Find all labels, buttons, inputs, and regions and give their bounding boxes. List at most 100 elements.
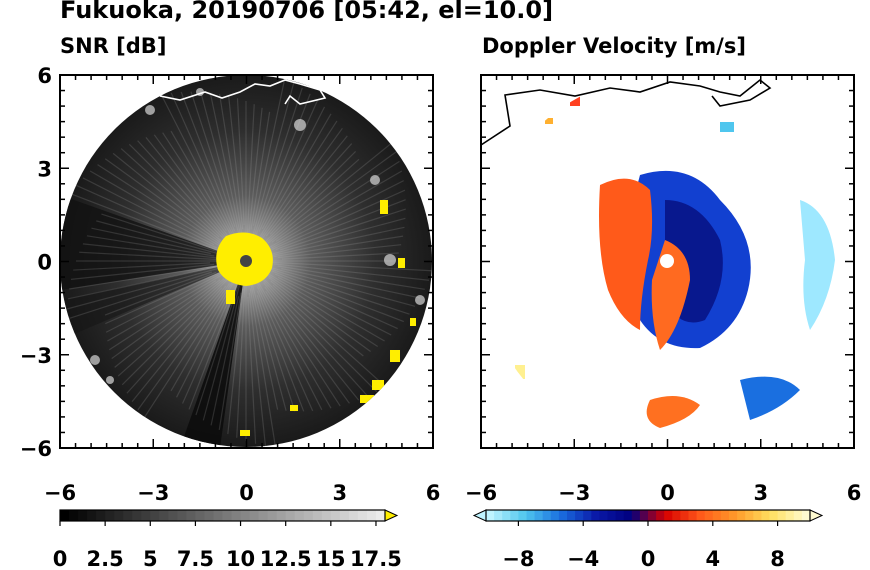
snr-texture [60, 76, 432, 447]
snr-colorbar-tick-label: 7.5 [177, 547, 214, 570]
snr-colorbar-segment [366, 510, 377, 521]
snr-colorbar-segment [339, 510, 350, 521]
velocity-field [515, 96, 835, 428]
velocity-colorbar-segment [510, 510, 519, 521]
snr-colorbar-tick-label: 2.5 [87, 547, 124, 570]
snr-colorbar-segment [159, 510, 169, 521]
snr-colorbar-segment [204, 510, 214, 521]
velocity-colorbar-segment [720, 510, 730, 521]
snr-colorbar-segment [240, 510, 251, 521]
velocity-coastline [480, 78, 772, 146]
velocity-colorbar-segment [753, 510, 762, 521]
velocity-colorbar-extend-high [809, 509, 824, 522]
velocity-colorbar-tick-label: 4 [705, 547, 720, 570]
snr-ytick-label: −6 [20, 437, 52, 461]
velocity-panel [480, 74, 855, 449]
velocity-colorbar-tick-label: 8 [770, 547, 785, 570]
snr-colorbar-segment [303, 510, 314, 521]
velocity-colorbar-segment [672, 510, 681, 521]
velocity-colorbar-segment [542, 510, 552, 521]
snr-panel-title: SNR [dB] [60, 34, 167, 58]
snr-colorbar-segment [195, 510, 205, 521]
snr-xtick-label: 6 [426, 481, 441, 505]
snr-colorbar-tick-label: 10 [226, 547, 255, 570]
snr-colorbar-segment [87, 510, 97, 521]
velocity-colorbar-segment [575, 510, 584, 521]
snr-xtick-label: 0 [239, 481, 254, 505]
snr-colorbar-extend [384, 509, 399, 522]
snr-colorbar-segment [213, 510, 223, 521]
snr-colorbar-segment [222, 510, 233, 521]
velocity-colorbar-segment [534, 510, 544, 521]
velocity-colorbar-segment [712, 510, 722, 521]
velocity-colorbar-segment [737, 510, 746, 521]
velocity-colorbar-segment [526, 510, 536, 521]
velocity-xtick-label: 3 [753, 481, 768, 505]
snr-colorbar-segment [114, 510, 124, 521]
snr-ytick-label: 6 [37, 64, 52, 88]
snr-ytick-label: 0 [37, 251, 52, 275]
velocity-colorbar-segment [502, 510, 511, 521]
snr-colorbar-segment [123, 510, 133, 521]
snr-colorbar-segment [177, 510, 187, 521]
velocity-colorbar-segment [793, 510, 803, 521]
velocity-colorbar-segment [664, 510, 673, 521]
snr-colorbar-segment [258, 510, 269, 521]
velocity-colorbar-segment [550, 510, 560, 521]
snr-colorbar-segment [60, 510, 70, 521]
velocity-colorbar-segment [656, 510, 665, 521]
velocity-colorbar-segment [648, 510, 657, 521]
snr-colorbar-segment [186, 510, 196, 521]
snr-colorbar-segment [294, 510, 305, 521]
snr-colorbar-segment [96, 510, 106, 521]
snr-colorbar-segment [141, 510, 151, 521]
velocity-colorbar-segment [631, 510, 641, 521]
snr-ytick-label: 3 [37, 157, 52, 181]
figure-title: Fukuoka, 20190706 [05:42, el=10.0] [60, 0, 554, 24]
velocity-colorbar-segment [607, 510, 617, 521]
velocity-xtick-label: −6 [465, 481, 497, 505]
velocity-colorbar-segment [801, 510, 811, 521]
velocity-colorbar-segment [567, 510, 576, 521]
radar-site-marker [240, 255, 252, 267]
velocity-colorbar-tick-label: −8 [502, 547, 534, 570]
snr-colorbar-tick-label: 0 [53, 547, 68, 570]
snr-colorbar-segment [285, 510, 296, 521]
snr-ytick-label: −3 [20, 344, 52, 368]
velocity-xtick-label: −3 [558, 481, 590, 505]
snr-strong-echo [240, 200, 416, 436]
snr-colorbar-segment [69, 510, 79, 521]
snr-colorbar-segment [249, 510, 260, 521]
snr-colorbar-tick-label: 5 [143, 547, 158, 570]
velocity-colorbar-extend-low [472, 509, 487, 522]
velocity-site-marker [660, 254, 674, 268]
snr-colorbar-tick-label: 17.5 [350, 547, 402, 570]
velocity-colorbar [472, 509, 824, 526]
velocity-colorbar-segment [558, 510, 568, 521]
snr-colorbar-segment [132, 510, 142, 521]
snr-coastline [159, 79, 327, 105]
velocity-colorbar-segment [494, 510, 503, 521]
velocity-colorbar-tick-label: −4 [567, 547, 599, 570]
velocity-colorbar-segment [599, 510, 608, 521]
snr-colorbar [59, 509, 399, 526]
snr-colorbar-segment [375, 510, 386, 521]
velocity-colorbar-segment [583, 510, 592, 521]
velocity-colorbar-segment [696, 510, 706, 521]
velocity-colorbar-segment [623, 510, 633, 521]
velocity-colorbar-segment [745, 510, 754, 521]
velocity-colorbar-segment [729, 510, 738, 521]
snr-colorbar-segment [348, 510, 359, 521]
velocity-colorbar-segment [688, 510, 698, 521]
snr-xtick-label: 3 [332, 481, 347, 505]
snr-panel [59, 74, 434, 449]
velocity-colorbar-segment [777, 510, 787, 521]
velocity-colorbar-segment [591, 510, 600, 521]
snr-colorbar-segment [150, 510, 160, 521]
snr-colorbar-segment [330, 510, 341, 521]
velocity-colorbar-segment [785, 510, 795, 521]
snr-colorbar-segment [78, 510, 88, 521]
velocity-colorbar-segment [769, 510, 779, 521]
velocity-xtick-label: 0 [660, 481, 675, 505]
